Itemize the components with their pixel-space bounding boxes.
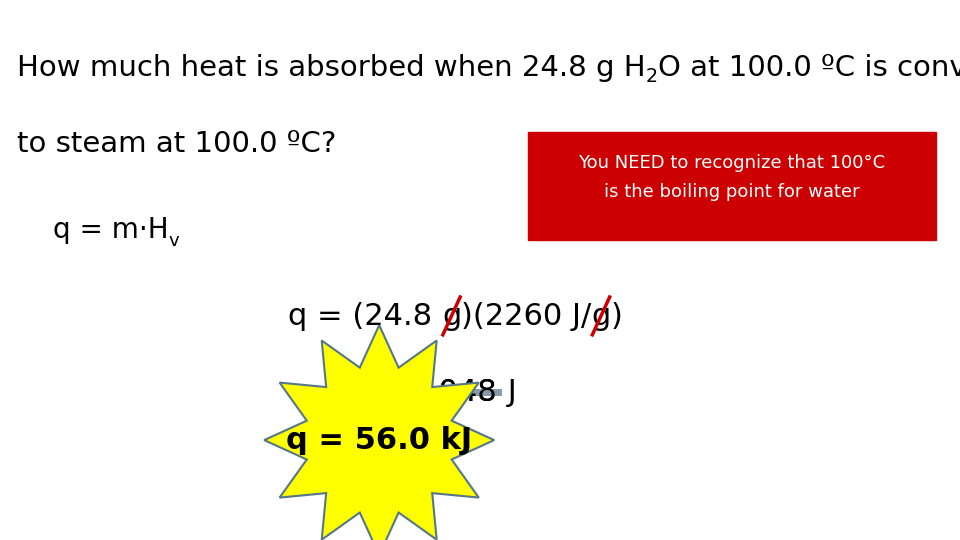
Text: ): ) (611, 302, 622, 332)
Text: )(2260 J/: )(2260 J/ (461, 302, 591, 332)
Text: 56,048: 56,048 (391, 378, 497, 407)
Polygon shape (264, 325, 494, 540)
Text: v: v (168, 232, 180, 250)
Text: How much heat is absorbed when 24.8 g H: How much heat is absorbed when 24.8 g H (17, 54, 646, 82)
Text: J: J (497, 378, 516, 407)
Text: q = m·H: q = m·H (53, 216, 168, 244)
Text: q = 56.0 kJ: q = 56.0 kJ (286, 426, 472, 455)
Text: q =: q = (326, 378, 391, 407)
Text: is the boiling point for water: is the boiling point for water (604, 183, 860, 201)
FancyBboxPatch shape (528, 132, 936, 240)
Text: q = (24.8: q = (24.8 (288, 302, 442, 332)
Text: g: g (591, 302, 611, 332)
Text: You NEED to recognize that 100°C: You NEED to recognize that 100°C (579, 154, 885, 172)
Text: g: g (442, 302, 461, 332)
Text: to steam at 100.0 ºC?: to steam at 100.0 ºC? (17, 130, 337, 158)
Text: 2: 2 (646, 68, 658, 86)
Text: 56,048: 56,048 (391, 378, 497, 407)
Text: O at 100.0 ºC is converted: O at 100.0 ºC is converted (658, 54, 960, 82)
